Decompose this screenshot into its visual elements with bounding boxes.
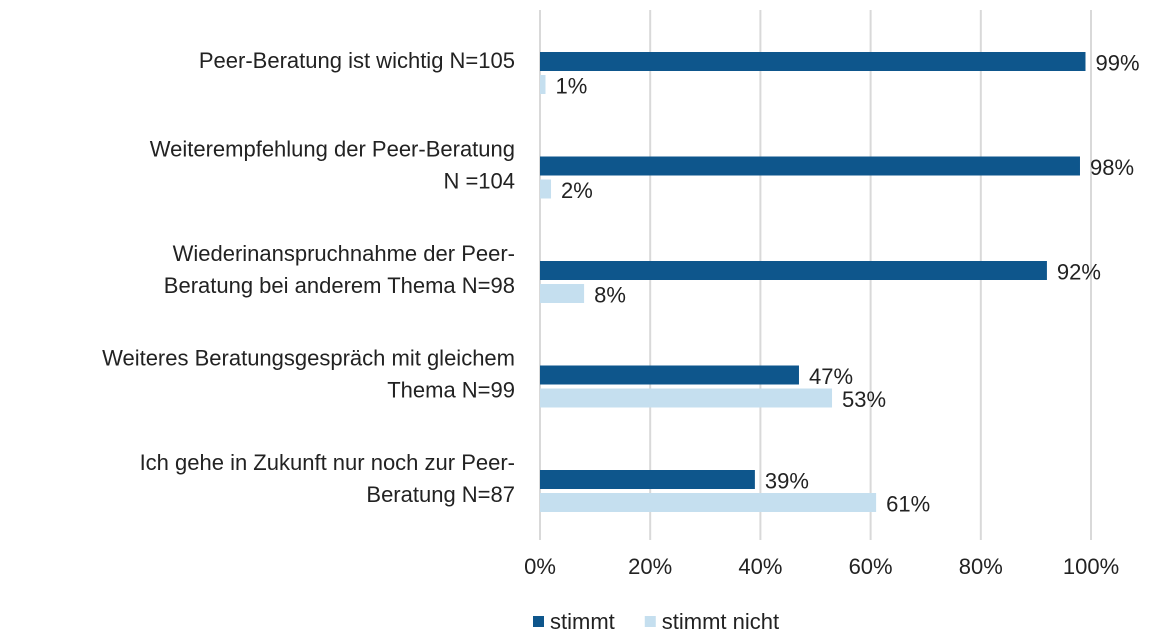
bar xyxy=(540,284,585,303)
y-tick-label: Beratung N=87 xyxy=(366,482,515,507)
x-tick-label: 0% xyxy=(524,554,556,579)
legend-swatch xyxy=(533,616,544,627)
data-label: 47% xyxy=(809,364,853,389)
bar xyxy=(540,493,877,512)
x-tick-label: 20% xyxy=(628,554,672,579)
x-tick-label: 40% xyxy=(738,554,782,579)
y-tick-label: Thema N=99 xyxy=(387,377,515,402)
data-label: 8% xyxy=(594,282,626,307)
bar xyxy=(540,365,799,385)
legend-label: stimmt nicht xyxy=(662,609,779,633)
x-tick-label: 100% xyxy=(1063,554,1119,579)
bar xyxy=(540,52,1086,71)
data-label: 53% xyxy=(842,387,886,412)
y-tick-label: Wiederinanspruchnahme der Peer- xyxy=(173,241,515,266)
legend-swatch xyxy=(644,616,656,627)
legend-label: stimmt xyxy=(550,609,615,633)
y-tick-label: Peer-Beratung ist wichtig N=105 xyxy=(199,48,515,73)
y-tick-label: N =104 xyxy=(443,168,515,193)
y-tick-label: Ich gehe in Zukunft nur noch zur Peer- xyxy=(140,450,515,475)
data-label: 39% xyxy=(765,468,809,493)
data-label: 98% xyxy=(1090,155,1134,180)
data-label: 2% xyxy=(561,178,593,203)
bar xyxy=(540,470,755,489)
data-label: 92% xyxy=(1057,259,1101,284)
y-tick-label: Weiterempfehlung der Peer-Beratung xyxy=(150,136,515,161)
bar xyxy=(540,156,1080,176)
data-label: 99% xyxy=(1095,50,1139,75)
bar xyxy=(540,75,546,94)
bar xyxy=(540,179,552,199)
data-label: 1% xyxy=(556,73,588,98)
y-tick-label: Weiteres Beratungsgespräch mit gleichem xyxy=(102,345,515,370)
x-tick-label: 60% xyxy=(849,554,893,579)
data-label: 61% xyxy=(886,491,930,516)
bar xyxy=(540,261,1047,280)
bar xyxy=(540,388,833,408)
y-tick-label: Beratung bei anderem Thema N=98 xyxy=(164,273,515,298)
x-tick-label: 80% xyxy=(959,554,1003,579)
